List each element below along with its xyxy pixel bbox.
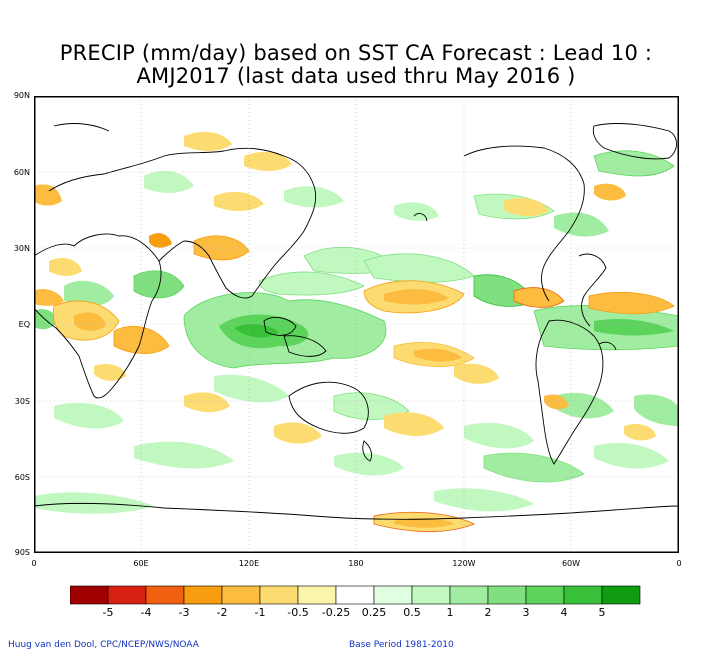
legend-label: 3 — [522, 606, 530, 619]
legend-label: -4 — [140, 606, 152, 619]
lon-label-0: 0 — [31, 559, 37, 568]
color-legend — [70, 585, 641, 605]
graticule — [34, 96, 679, 553]
legend-swatch — [297, 585, 337, 605]
positive-anomaly-regions — [34, 150, 679, 514]
lon-label-0-east: 0 — [676, 559, 682, 568]
legend-swatch — [411, 585, 451, 605]
credit-author: Huug van den Dool, CPC/NCEP/NWS/NOAA — [8, 640, 199, 650]
legend-swatch — [145, 585, 185, 605]
chart-title-line-1: PRECIP (mm/day) based on SST CA Forecast… — [59, 41, 653, 65]
legend-label: 0.25 — [361, 606, 387, 619]
legend-label: -0.25 — [321, 606, 351, 619]
lon-label-60w: 60W — [561, 559, 581, 568]
legend-swatch — [563, 585, 603, 605]
legend-swatch — [221, 585, 261, 605]
legend-label: -0.5 — [287, 606, 309, 619]
legend-label: 0.5 — [403, 606, 421, 619]
legend-swatch — [335, 585, 375, 605]
legend-swatch — [525, 585, 565, 605]
legend-swatch — [107, 585, 147, 605]
legend-swatch — [183, 585, 223, 605]
legend-swatch — [373, 585, 413, 605]
lon-label-120e: 120E — [238, 559, 260, 568]
legend-label: 5 — [598, 606, 606, 619]
legend-label: 1 — [446, 606, 454, 619]
legend-swatch — [487, 585, 527, 605]
legend-label: -3 — [178, 606, 190, 619]
lat-label-60n: 60N — [13, 168, 30, 177]
lat-label-30n: 30N — [13, 244, 30, 253]
precip-anomaly-map — [34, 96, 679, 553]
legend-swatch — [70, 585, 109, 605]
chart-title-line-2: AMJ2017 (last data used thru May 2016 ) — [136, 64, 576, 88]
lon-label-120w: 120W — [452, 559, 476, 568]
legend-label: 2 — [484, 606, 492, 619]
lat-label-60s: 60S — [14, 473, 30, 482]
negative-anomaly-regions — [34, 131, 675, 532]
lat-label-30s: 30S — [14, 397, 30, 406]
credit-base-period: Base Period 1981-2010 — [349, 640, 454, 650]
lon-label-60e: 60E — [133, 559, 149, 568]
legend-swatch — [259, 585, 299, 605]
lon-label-180: 180 — [348, 559, 364, 568]
legend-label: -5 — [102, 606, 114, 619]
legend-label: 4 — [560, 606, 568, 619]
lat-label-eq: EQ — [18, 320, 30, 329]
legend-label: -1 — [254, 606, 266, 619]
lat-label-90n: 90N — [13, 91, 30, 100]
continent-outlines — [34, 123, 679, 520]
legend-label: -2 — [216, 606, 228, 619]
legend-swatch — [601, 585, 641, 605]
lat-label-90s: 90S — [14, 548, 30, 557]
legend-swatch — [449, 585, 489, 605]
